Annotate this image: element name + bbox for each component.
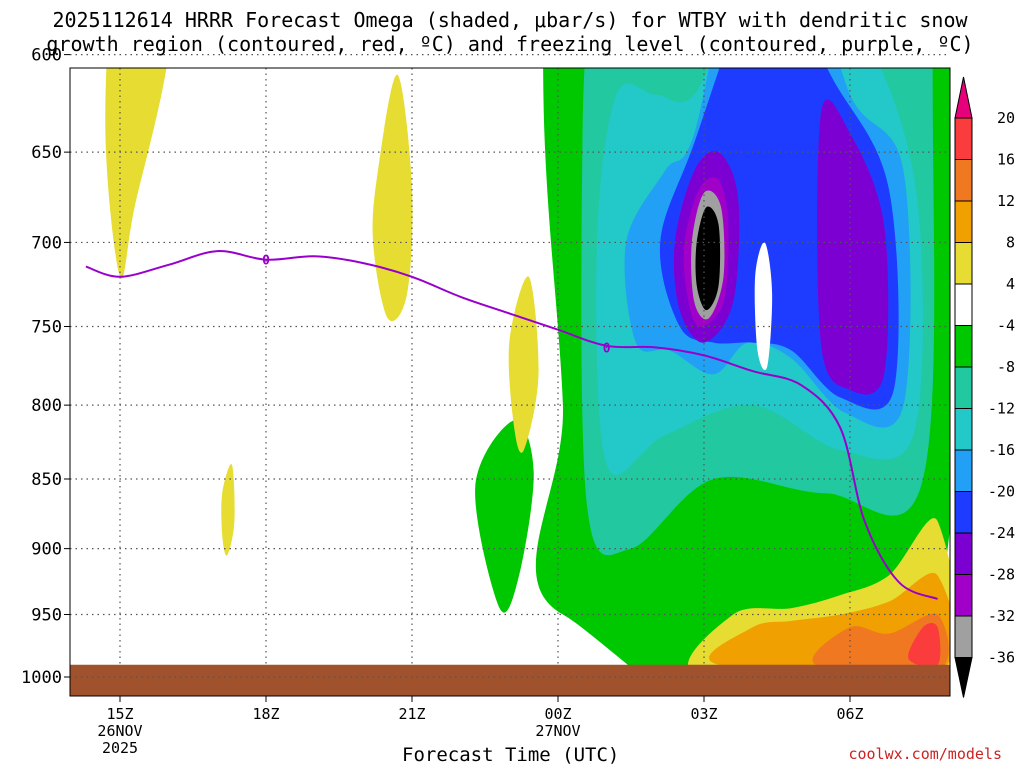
- x-tick-year-15Z: 2025: [102, 739, 138, 757]
- colorbar-label-1: 16: [997, 151, 1015, 169]
- colorbar-label-11: -28: [988, 566, 1015, 584]
- axes: 2503003504004505005506006507007508008509…: [21, 46, 951, 757]
- colorbar-arrow-top: [954, 76, 973, 119]
- plot-frame: [69, 67, 951, 697]
- omega-region-25: [908, 622, 941, 667]
- chart-title-line1: 2025112614 HRRR Forecast Omega (shaded, …: [52, 8, 968, 32]
- y-tick-label-900: 900: [31, 540, 62, 560]
- colorbar-bin-10: [954, 491, 973, 534]
- colorbar-bin-7: [954, 366, 973, 409]
- colorbar-bin-9: [954, 449, 973, 492]
- x-tick-label-06Z: 06Z: [836, 705, 863, 723]
- colorbar-bin-4: [954, 242, 973, 285]
- x-tick-date-15Z: 26NOV: [97, 722, 142, 740]
- omega-region-1: [475, 420, 534, 613]
- colorbar-bin-13: [954, 615, 973, 658]
- y-tick-label-650: 650: [31, 143, 62, 163]
- y-tick-label-750: 750: [31, 317, 62, 337]
- ground-layer: [70, 664, 950, 696]
- colorbar-bin-12: [954, 574, 973, 617]
- omega-region-16: [105, 68, 167, 279]
- omega-region-26: [733, 639, 758, 666]
- grid-lines: [70, 54, 950, 678]
- y-tick-label-800: 800: [31, 396, 62, 416]
- x-tick-date-00Z: 27NOV: [535, 722, 580, 740]
- x-tick-label-03Z: 03Z: [690, 705, 717, 723]
- omega-region-21: [221, 463, 235, 556]
- y-tick-label-700: 700: [31, 233, 62, 253]
- x-tick-label-00Z: 00Z: [544, 705, 571, 723]
- y-tick-label-850: 850: [31, 470, 62, 490]
- colorbar-label-5: -4: [997, 317, 1015, 335]
- contour-minus12-1: [86, 0, 938, 66]
- omega-region-14: [695, 206, 721, 311]
- y-tick-label-600: 600: [31, 46, 62, 66]
- colorbar-label-12: -32: [988, 607, 1015, 625]
- y-tick-label-950: 950: [31, 606, 62, 626]
- colorbar-bin-5: [954, 283, 973, 326]
- colorbar-label-6: -8: [997, 358, 1015, 376]
- omega-region-11: [817, 99, 889, 395]
- colorbar-label-0: 20: [997, 109, 1015, 127]
- colorbar-label-4: 4: [1006, 275, 1015, 293]
- colorbar-label-8: -16: [988, 441, 1015, 459]
- contour-label-3: 0: [262, 254, 270, 269]
- chart-title-line2: growth region (contoured, red, ºC) and f…: [46, 32, 974, 56]
- omega-shading: [70, 68, 950, 696]
- colorbar-bin-2: [954, 159, 973, 202]
- colorbar-label-2: 12: [997, 192, 1015, 210]
- x-tick-label-21Z: 21Z: [398, 705, 425, 723]
- colorbar-label-7: -12: [988, 400, 1015, 418]
- colorbar-arrow-bottom: [954, 657, 973, 698]
- colorbar-bin-3: [954, 200, 973, 243]
- credit-text: coolwx.com/models: [848, 745, 1002, 763]
- contour-label-4: 0: [603, 341, 611, 356]
- colorbar-label-9: -20: [988, 483, 1015, 501]
- colorbar-label-3: 8: [1006, 234, 1015, 252]
- omega-region-18: [372, 74, 413, 322]
- x-axis-label: Forecast Time (UTC): [402, 744, 620, 766]
- ground-fill: [70, 664, 950, 696]
- colorbar-bin-11: [954, 532, 973, 575]
- colorbar-bin-8: [954, 408, 973, 451]
- y-tick-label-1000: 1000: [21, 668, 62, 688]
- x-tick-label-15Z: 15Z: [106, 705, 133, 723]
- omega-region-15: [754, 242, 773, 371]
- x-tick-label-18Z: 18Z: [252, 705, 279, 723]
- colorbar-bin-6: [954, 325, 973, 368]
- colorbar-label-13: -36: [988, 649, 1015, 667]
- colorbar-label-10: -24: [988, 524, 1015, 542]
- temperature-contours: -18-18-1200: [85, 0, 938, 600]
- chart-title: 2025112614 HRRR Forecast Omega (shaded, …: [0, 8, 1020, 56]
- colorbar: 20 16 12 8 4 -4 -8 -12 -16 -20 -24 -28 -32 -36: [954, 76, 1015, 698]
- contour-0-2: [85, 250, 938, 600]
- colorbar-bin-1: [954, 117, 973, 160]
